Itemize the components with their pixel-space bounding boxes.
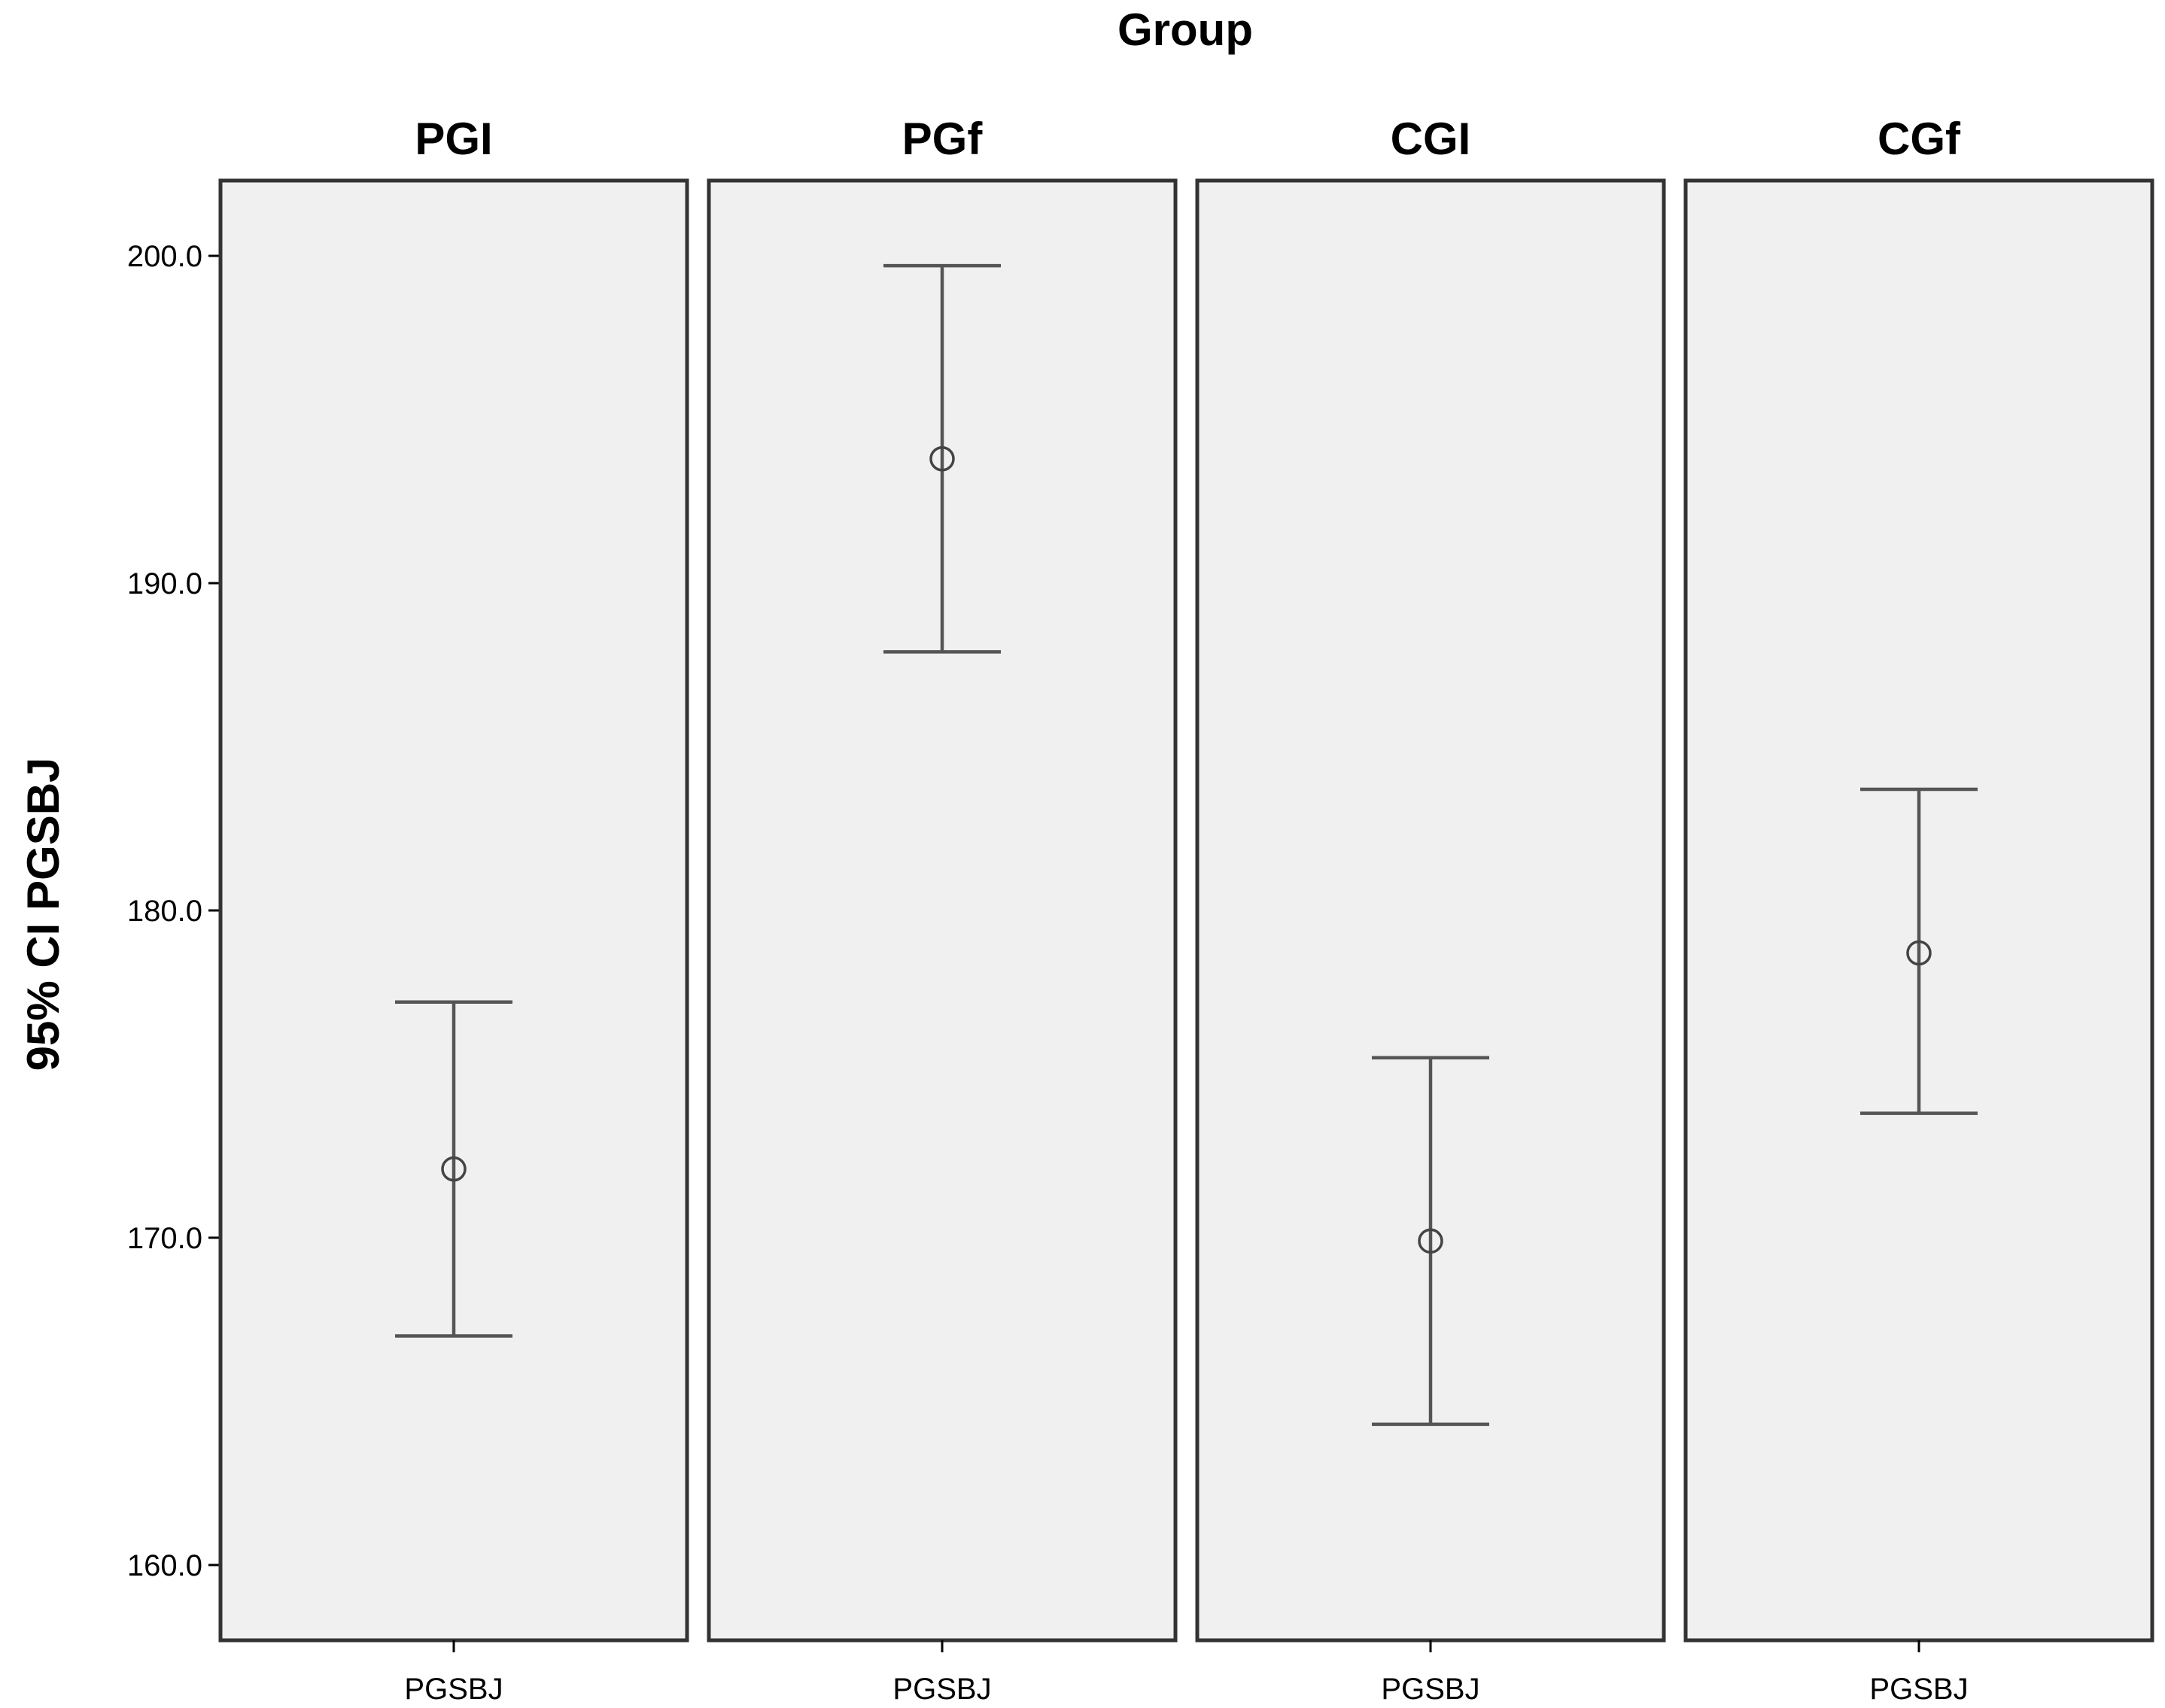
facet-panel-cgi: CGI PGSBJ (1195, 114, 1666, 1706)
y-tick-label: 170.0 (127, 1222, 202, 1255)
facet-panel-pgf: PGf PGSBJ (707, 114, 1178, 1706)
mean-point-marker (1418, 1228, 1443, 1254)
mean-point-marker (1906, 940, 1932, 966)
panel-background (218, 178, 689, 1643)
facet-panels: PGI PGSBJ PGf PGSBJ CGI PGSBJ CGf PGSBJ (218, 114, 2154, 1706)
y-tick-label: 180.0 (127, 895, 202, 928)
facet-panel-pgi: PGI PGSBJ (218, 114, 689, 1706)
y-tick-label: 160.0 (127, 1549, 202, 1582)
facet-title: CGI (1391, 114, 1471, 164)
x-tick-label: PGSBJ (1869, 1673, 1968, 1706)
facet-panel-cgf: CGf PGSBJ (1683, 114, 2154, 1706)
mean-point-marker (441, 1156, 467, 1182)
facet-title: PGf (902, 114, 984, 164)
x-tick-label: PGSBJ (892, 1673, 991, 1706)
facet-title: CGf (1878, 114, 1961, 164)
y-axis-label: 95% CI PGSBJ (18, 758, 68, 1071)
facet-title: PGI (415, 114, 492, 164)
x-tick-label: PGSBJ (1381, 1673, 1479, 1706)
mean-point-marker (929, 445, 955, 472)
x-tick-label: PGSBJ (404, 1673, 503, 1706)
y-tick-label: 190.0 (127, 567, 202, 600)
y-axis: 160.0 170.0 180.0 190.0 200.0 (127, 240, 220, 1582)
y-tick-label: 200.0 (127, 240, 202, 273)
facet-group-title: Group (1117, 5, 1253, 55)
